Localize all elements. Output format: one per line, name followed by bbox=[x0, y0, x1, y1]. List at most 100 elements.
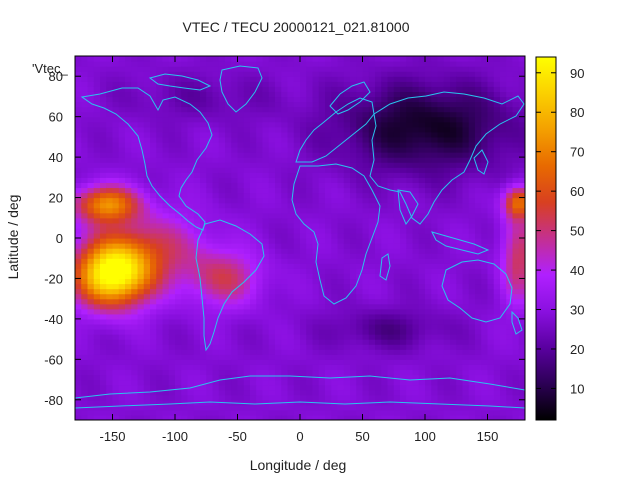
heatmap-cell bbox=[218, 192, 226, 199]
heatmap-cell bbox=[112, 238, 120, 244]
heatmap-cell bbox=[418, 192, 426, 199]
heatmap-cell bbox=[293, 394, 301, 401]
heatmap-cell bbox=[431, 81, 439, 87]
heatmap-cell bbox=[343, 141, 351, 148]
heatmap-cell bbox=[375, 329, 382, 335]
heatmap-cell bbox=[256, 323, 264, 330]
heatmap-cell bbox=[250, 323, 257, 330]
heatmap-cell bbox=[500, 81, 507, 87]
heatmap-cell bbox=[200, 76, 207, 82]
heatmap-cell bbox=[368, 253, 376, 259]
heatmap-cell bbox=[250, 263, 257, 269]
heatmap-cell bbox=[425, 293, 432, 300]
heatmap-cell bbox=[475, 364, 482, 371]
heatmap-cell bbox=[81, 86, 89, 92]
heatmap-cell bbox=[481, 71, 489, 77]
heatmap-cell bbox=[243, 349, 251, 355]
heatmap-cell bbox=[331, 308, 339, 315]
heatmap-cell bbox=[256, 273, 264, 280]
heatmap-cell bbox=[381, 177, 389, 183]
heatmap-cell bbox=[231, 152, 239, 158]
heatmap-cell bbox=[237, 409, 245, 416]
heatmap-cell bbox=[443, 308, 451, 315]
heatmap-cell bbox=[156, 121, 164, 128]
heatmap-cell bbox=[400, 389, 407, 396]
heatmap-cell bbox=[175, 86, 182, 92]
heatmap-cell bbox=[350, 278, 357, 285]
heatmap-cell bbox=[175, 339, 182, 345]
heatmap-cell bbox=[406, 136, 414, 143]
heatmap-cell bbox=[87, 126, 95, 133]
heatmap-cell bbox=[168, 202, 176, 209]
heatmap-cell bbox=[425, 329, 432, 335]
heatmap-cell bbox=[143, 66, 151, 72]
heatmap-cell bbox=[375, 111, 382, 118]
heatmap-cell bbox=[250, 399, 257, 406]
heatmap-cell bbox=[106, 167, 114, 173]
heatmap-cell bbox=[231, 167, 239, 173]
heatmap-cell bbox=[93, 364, 101, 371]
heatmap-cell bbox=[206, 212, 214, 219]
heatmap-cell bbox=[75, 329, 82, 335]
heatmap-cell bbox=[381, 308, 389, 315]
heatmap-cell bbox=[300, 248, 307, 254]
heatmap-cell bbox=[437, 414, 445, 420]
heatmap-cell bbox=[462, 152, 470, 158]
heatmap-cell bbox=[212, 116, 220, 123]
heatmap-cell bbox=[400, 369, 407, 376]
heatmap-cell bbox=[325, 101, 332, 108]
heatmap-cell bbox=[375, 207, 382, 214]
heatmap-cell bbox=[475, 298, 482, 305]
heatmap-cell bbox=[393, 313, 401, 320]
heatmap-cell bbox=[156, 248, 164, 254]
heatmap-cell bbox=[125, 66, 132, 72]
heatmap-cell bbox=[412, 409, 420, 416]
heatmap-cell bbox=[281, 141, 289, 148]
heatmap-cell bbox=[500, 232, 507, 239]
heatmap-cell bbox=[181, 283, 189, 290]
heatmap-cell bbox=[506, 369, 514, 376]
heatmap-cell bbox=[312, 101, 320, 108]
heatmap-cell bbox=[118, 162, 126, 168]
heatmap-cell bbox=[456, 258, 464, 264]
heatmap-cell bbox=[381, 192, 389, 199]
heatmap-cell bbox=[437, 76, 445, 82]
heatmap-cell bbox=[75, 202, 82, 209]
heatmap-cell bbox=[406, 207, 414, 214]
heatmap-cell bbox=[193, 318, 201, 325]
heatmap-cell bbox=[162, 308, 170, 315]
heatmap-cell bbox=[331, 157, 339, 163]
heatmap-cell bbox=[143, 232, 151, 239]
heatmap-cell bbox=[481, 121, 489, 128]
heatmap-cell bbox=[337, 349, 345, 355]
heatmap-cell bbox=[418, 227, 426, 234]
heatmap-cell bbox=[193, 71, 201, 77]
heatmap-cell bbox=[237, 177, 245, 183]
heatmap-cell bbox=[256, 364, 264, 371]
heatmap-cell bbox=[293, 258, 301, 264]
heatmap-cell bbox=[468, 167, 476, 173]
heatmap-cell bbox=[387, 288, 395, 295]
heatmap-cell bbox=[106, 298, 114, 305]
heatmap-cell bbox=[493, 227, 501, 234]
heatmap-cell bbox=[150, 243, 157, 249]
heatmap-cell bbox=[493, 131, 501, 138]
heatmap-cell bbox=[425, 389, 432, 396]
heatmap-cell bbox=[237, 152, 245, 158]
heatmap-cell bbox=[431, 192, 439, 199]
heatmap-cell bbox=[468, 177, 476, 183]
heatmap-cell bbox=[481, 389, 489, 396]
heatmap-cell bbox=[237, 344, 245, 350]
heatmap-cell bbox=[281, 379, 289, 386]
heatmap-cell bbox=[225, 248, 232, 254]
heatmap-cell bbox=[243, 278, 251, 285]
heatmap-cell bbox=[506, 329, 514, 335]
heatmap-cell bbox=[350, 389, 357, 396]
heatmap-cell bbox=[318, 293, 326, 300]
heatmap-cell bbox=[362, 86, 370, 92]
heatmap-cell bbox=[112, 409, 120, 416]
heatmap-cell bbox=[293, 313, 301, 320]
heatmap-cell bbox=[375, 273, 382, 280]
heatmap-cell bbox=[93, 192, 101, 199]
heatmap-cell bbox=[181, 298, 189, 305]
